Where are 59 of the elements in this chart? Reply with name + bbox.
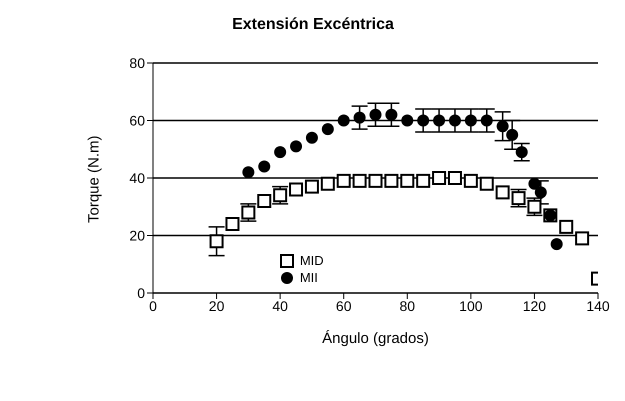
- point: [416, 174, 430, 188]
- point: [225, 217, 240, 231]
- point: [496, 120, 509, 132]
- y-tick-label: 0: [137, 284, 146, 301]
- point: [550, 238, 563, 250]
- point: [336, 174, 351, 188]
- x-axis-title: Ángulo (grados): [322, 329, 429, 347]
- point: [289, 182, 304, 196]
- point: [242, 166, 254, 178]
- x-tick-label: 140: [586, 298, 610, 314]
- y-axis-title: Torque (N.m): [85, 135, 102, 223]
- legend-label: MII: [300, 270, 318, 286]
- point: [306, 132, 318, 144]
- point: [400, 174, 414, 188]
- point: [210, 234, 224, 248]
- y-tick-label: 20: [129, 227, 146, 244]
- x-tick-label: 20: [208, 298, 225, 314]
- point: [384, 174, 398, 188]
- point: [506, 128, 518, 141]
- x-tick-label: 120: [522, 298, 546, 314]
- point: [352, 174, 367, 188]
- point: [559, 220, 574, 234]
- point: [432, 171, 446, 185]
- y-tick-label: 60: [129, 112, 146, 128]
- x-tick-label: 80: [399, 298, 416, 314]
- legend-label: MID: [300, 253, 324, 268]
- point: [370, 108, 382, 121]
- point: [480, 114, 493, 126]
- x-tick-label: 0: [149, 298, 158, 314]
- point: [401, 114, 414, 126]
- point: [368, 174, 382, 188]
- point: [575, 231, 590, 246]
- point: [534, 186, 547, 198]
- point: [304, 180, 319, 194]
- x-tick-label: 60: [336, 298, 352, 314]
- x-tick-label: 100: [459, 298, 483, 314]
- point: [338, 114, 350, 126]
- x-tick-label: 40: [272, 298, 288, 314]
- point: [480, 176, 494, 191]
- point: [528, 178, 540, 190]
- point: [464, 114, 477, 126]
- point: [257, 194, 272, 208]
- point: [290, 140, 302, 152]
- point: [385, 108, 398, 121]
- point: [433, 114, 446, 126]
- point: [417, 114, 430, 126]
- point: [354, 112, 366, 124]
- point: [464, 174, 478, 188]
- point: [258, 160, 270, 172]
- y-tick-label: 40: [129, 170, 146, 186]
- point: [320, 176, 335, 191]
- point: [322, 123, 334, 136]
- point: [274, 146, 286, 158]
- point: [496, 185, 510, 200]
- point: [448, 114, 461, 126]
- point: [448, 171, 462, 185]
- chart-title: Extensión Excéntrica: [231, 16, 395, 34]
- point: [516, 146, 528, 158]
- y-tick-label: 80: [129, 54, 146, 71]
